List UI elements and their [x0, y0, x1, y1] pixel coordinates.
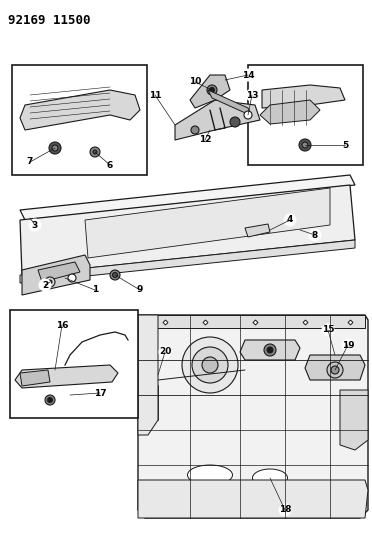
Polygon shape — [138, 480, 368, 518]
Polygon shape — [138, 315, 368, 518]
Circle shape — [158, 345, 171, 359]
Circle shape — [279, 504, 292, 516]
Polygon shape — [305, 355, 365, 380]
Polygon shape — [15, 365, 118, 388]
Polygon shape — [245, 224, 270, 237]
Circle shape — [89, 284, 102, 296]
Polygon shape — [208, 90, 252, 116]
Text: 3: 3 — [32, 221, 38, 230]
Polygon shape — [20, 185, 355, 275]
Circle shape — [103, 158, 116, 172]
Circle shape — [192, 347, 228, 383]
Circle shape — [246, 88, 259, 101]
Circle shape — [48, 398, 52, 402]
Circle shape — [308, 229, 321, 241]
Polygon shape — [20, 90, 140, 130]
Polygon shape — [175, 100, 260, 140]
Circle shape — [68, 274, 76, 282]
Circle shape — [209, 87, 215, 93]
Polygon shape — [138, 315, 158, 435]
Circle shape — [45, 395, 55, 405]
Text: 15: 15 — [322, 326, 334, 335]
Circle shape — [112, 272, 118, 278]
Circle shape — [23, 156, 36, 168]
Circle shape — [327, 362, 343, 378]
Text: 9: 9 — [137, 286, 143, 295]
Circle shape — [230, 117, 240, 127]
Text: 7: 7 — [27, 157, 33, 166]
Circle shape — [202, 357, 218, 373]
Circle shape — [299, 139, 311, 151]
Text: 20: 20 — [159, 348, 171, 357]
Circle shape — [90, 147, 100, 157]
Circle shape — [341, 338, 355, 351]
Text: 6: 6 — [107, 160, 113, 169]
Circle shape — [29, 219, 42, 231]
Circle shape — [55, 319, 68, 332]
Circle shape — [38, 279, 51, 292]
Text: 1: 1 — [92, 286, 98, 295]
Circle shape — [48, 280, 52, 284]
Polygon shape — [262, 85, 345, 108]
Circle shape — [302, 142, 308, 148]
Polygon shape — [20, 240, 355, 283]
Circle shape — [199, 133, 212, 147]
Polygon shape — [38, 262, 80, 282]
Circle shape — [331, 366, 339, 374]
Text: 17: 17 — [94, 389, 106, 398]
Circle shape — [244, 111, 252, 119]
Text: 19: 19 — [342, 341, 354, 350]
Circle shape — [148, 88, 161, 101]
Circle shape — [207, 85, 217, 95]
Circle shape — [45, 277, 55, 287]
Polygon shape — [22, 255, 90, 295]
Text: 11: 11 — [149, 91, 161, 100]
Circle shape — [283, 214, 296, 227]
Circle shape — [134, 284, 147, 296]
Circle shape — [93, 150, 97, 154]
Polygon shape — [138, 315, 365, 328]
Circle shape — [189, 76, 202, 88]
Circle shape — [49, 142, 61, 154]
Text: 8: 8 — [312, 230, 318, 239]
Polygon shape — [240, 340, 300, 360]
Polygon shape — [85, 188, 330, 258]
Text: 92169 11500: 92169 11500 — [8, 14, 90, 27]
Text: 2: 2 — [42, 280, 48, 289]
Circle shape — [182, 337, 238, 393]
Ellipse shape — [187, 465, 232, 485]
Ellipse shape — [253, 469, 288, 487]
Circle shape — [241, 69, 254, 82]
Text: 10: 10 — [189, 77, 201, 86]
Text: 14: 14 — [242, 70, 254, 79]
Circle shape — [52, 145, 58, 151]
Circle shape — [267, 347, 273, 353]
Bar — [12, 65, 147, 175]
Polygon shape — [190, 75, 230, 108]
Circle shape — [110, 270, 120, 280]
Polygon shape — [260, 100, 320, 124]
Circle shape — [339, 139, 352, 151]
Circle shape — [264, 344, 276, 356]
Circle shape — [191, 126, 199, 134]
Text: 18: 18 — [279, 505, 291, 514]
Text: 16: 16 — [56, 320, 68, 329]
Bar — [248, 65, 363, 165]
Text: 4: 4 — [287, 215, 293, 224]
Polygon shape — [20, 370, 50, 386]
Text: 13: 13 — [246, 91, 258, 100]
Circle shape — [321, 324, 334, 336]
Text: 5: 5 — [342, 141, 348, 149]
Circle shape — [93, 386, 106, 400]
Polygon shape — [340, 390, 368, 450]
Bar — [10, 310, 138, 418]
Text: 12: 12 — [199, 135, 211, 144]
Polygon shape — [20, 175, 355, 220]
